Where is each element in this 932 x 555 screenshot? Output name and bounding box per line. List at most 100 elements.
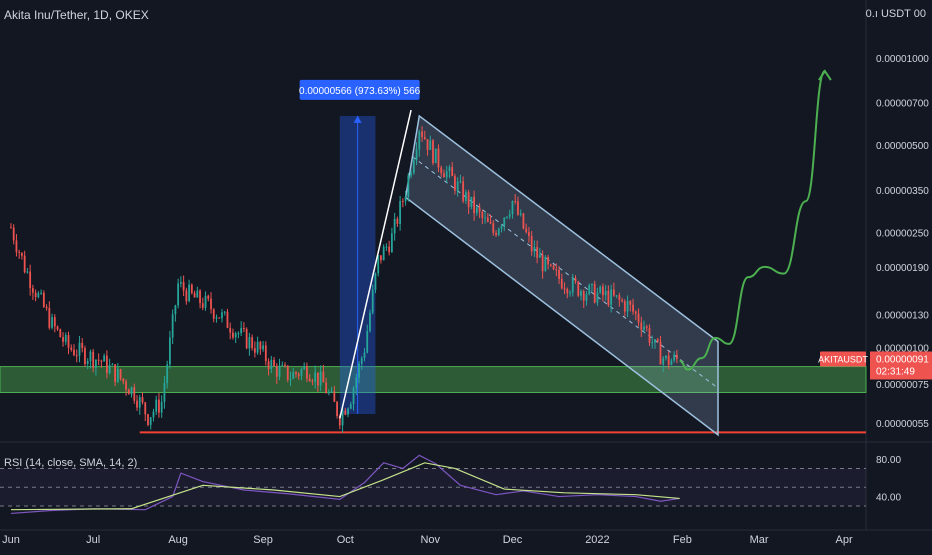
candle-body — [212, 309, 215, 319]
candle-body — [158, 399, 160, 413]
candle-body — [530, 235, 533, 252]
candle-body — [492, 223, 495, 233]
candle-body — [665, 355, 667, 359]
candle-body — [171, 314, 174, 338]
candle-body — [56, 326, 59, 330]
price-axis-unit-label[interactable]: 0.ı USDT 00 — [865, 8, 926, 20]
candle-body — [177, 283, 180, 306]
candle-body — [552, 265, 555, 270]
candle-body — [26, 271, 29, 273]
current-price-value: 0.00000091 — [876, 354, 929, 365]
candle-body — [621, 299, 623, 302]
candle-body — [544, 257, 547, 272]
candle-body — [12, 227, 15, 241]
candle-body — [541, 255, 544, 272]
candle-body — [421, 131, 423, 138]
candle-body — [676, 354, 678, 359]
candle-body — [355, 377, 358, 389]
candle-body — [338, 416, 341, 426]
candle-body — [289, 378, 292, 380]
candle-body — [602, 286, 604, 296]
candle-body — [270, 359, 273, 370]
candle-body — [549, 264, 552, 266]
candle-body — [511, 200, 514, 215]
candle-body — [396, 218, 399, 225]
candle-body — [92, 351, 95, 368]
price-tick-label: 0.00000500 — [876, 141, 929, 152]
candle-body — [390, 233, 393, 253]
candle-body — [651, 342, 654, 344]
candle-body — [336, 401, 338, 417]
candle-body — [286, 365, 289, 380]
candle-body — [51, 317, 53, 328]
candle-body — [536, 247, 539, 258]
candle-body — [525, 228, 528, 233]
candle-body — [670, 360, 673, 365]
candle-body — [385, 246, 388, 248]
candle-body — [215, 317, 218, 319]
time-tick-label: Aug — [168, 534, 188, 546]
candle-body — [278, 365, 281, 377]
rsi-indicator-label[interactable]: RSI (14, close, SMA, 14, 2) — [4, 457, 138, 469]
candle-body — [136, 400, 138, 408]
candle-body — [517, 201, 519, 215]
candle-body — [232, 332, 234, 338]
candle-body — [100, 360, 103, 362]
candle-body — [34, 292, 37, 298]
candle-body — [95, 359, 97, 368]
symbol-header: Akita Inu/Tether, 1D, OKEX — [4, 8, 149, 22]
candle-body — [506, 216, 508, 218]
candle-body — [138, 397, 141, 408]
candle-body — [363, 352, 366, 359]
candle-body — [37, 293, 40, 298]
candle-body — [632, 304, 634, 312]
candle-body — [314, 372, 317, 382]
candle-body — [514, 200, 517, 202]
candle-body — [656, 339, 659, 342]
candle-body — [327, 392, 330, 394]
candle-body — [199, 290, 201, 304]
candle-body — [229, 327, 232, 333]
candle-body — [311, 381, 314, 383]
candle-body — [467, 192, 470, 207]
candle-body — [448, 167, 451, 172]
candle-body — [306, 366, 308, 379]
candle-body — [179, 282, 182, 284]
candle-body — [185, 290, 188, 302]
candle-body — [73, 349, 75, 356]
candle-body — [643, 326, 645, 330]
candle-body — [155, 399, 158, 412]
candle-body — [475, 207, 478, 214]
candle-body — [78, 342, 81, 356]
candle-body — [29, 271, 32, 289]
candle-body — [645, 326, 648, 328]
candle-body — [577, 281, 580, 296]
candle-body — [369, 312, 371, 331]
candle-body — [667, 355, 670, 365]
candle-body — [566, 289, 569, 294]
candle-body — [495, 232, 497, 236]
candle-body — [341, 410, 344, 426]
time-tick-label: 2022 — [585, 534, 609, 546]
candle-body — [347, 408, 349, 415]
candle-body — [31, 288, 34, 293]
candle-body — [371, 289, 374, 313]
support-zone — [0, 366, 867, 394]
rsi-tick-label: 80.00 — [876, 455, 901, 466]
candle-body — [580, 291, 582, 296]
candle-body — [508, 214, 511, 217]
candle-body — [119, 369, 122, 379]
candle-body — [256, 341, 259, 353]
time-tick-label: Apr — [836, 534, 853, 546]
candle-body — [547, 257, 550, 265]
rally-trendline — [339, 109, 412, 419]
candle-body — [303, 366, 306, 370]
candle-body — [70, 347, 73, 350]
candle-body — [412, 160, 415, 173]
candle-body — [426, 139, 429, 150]
candle-body — [571, 277, 574, 293]
candle-body — [648, 327, 651, 343]
